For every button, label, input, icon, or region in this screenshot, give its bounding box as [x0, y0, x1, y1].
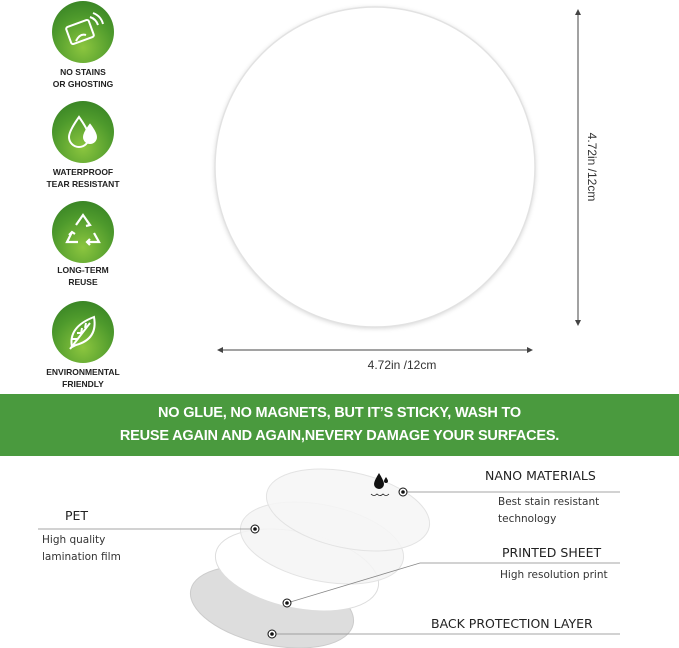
water-drop-icon	[370, 473, 390, 496]
round-sticker	[214, 6, 536, 328]
feature-label: WATERPROOF TEAR RESISTANT	[46, 167, 120, 189]
back-title: BACK PROTECTION LAYER	[431, 616, 593, 631]
nano-desc: Best stain resistant technology	[498, 496, 600, 525]
height-arrow	[575, 9, 581, 326]
feature-label: NO STAINS OR GHOSTING	[52, 67, 114, 89]
width-label: 4.72in /12cm	[367, 358, 437, 372]
height-label: 4.72in /12cm	[585, 132, 599, 202]
leaf-icon	[52, 301, 114, 363]
nano-title: NANO MATERIALS	[485, 468, 596, 483]
pet-title: PET	[65, 508, 89, 523]
product-dimension-drawing	[214, 6, 581, 353]
feature-banner: NO GLUE, NO MAGNETS, BUT IT’S STICKY, WA…	[0, 394, 679, 456]
recycle-icon	[52, 201, 114, 263]
nano-layer	[265, 468, 431, 552]
banner-line: REUSE AGAIN AND AGAIN,NEVERY DAMAGE YOUR…	[119, 428, 560, 444]
layer-diagram	[38, 468, 620, 648]
feature-label: LONG-TERM REUSE	[57, 265, 109, 287]
printed-title: PRINTED SHEET	[502, 545, 602, 560]
width-arrow	[217, 347, 533, 353]
feature-label: ENVIRONMENTAL FRIENDLY	[46, 367, 120, 389]
printed-desc: High resolution print	[500, 569, 608, 581]
hand-wiping-icon	[52, 1, 114, 63]
pet-desc: High quality lamination film	[42, 534, 121, 563]
banner-line: NO GLUE, NO MAGNETS, BUT IT’S STICKY, WA…	[158, 405, 521, 421]
water-drops-icon	[52, 101, 114, 163]
